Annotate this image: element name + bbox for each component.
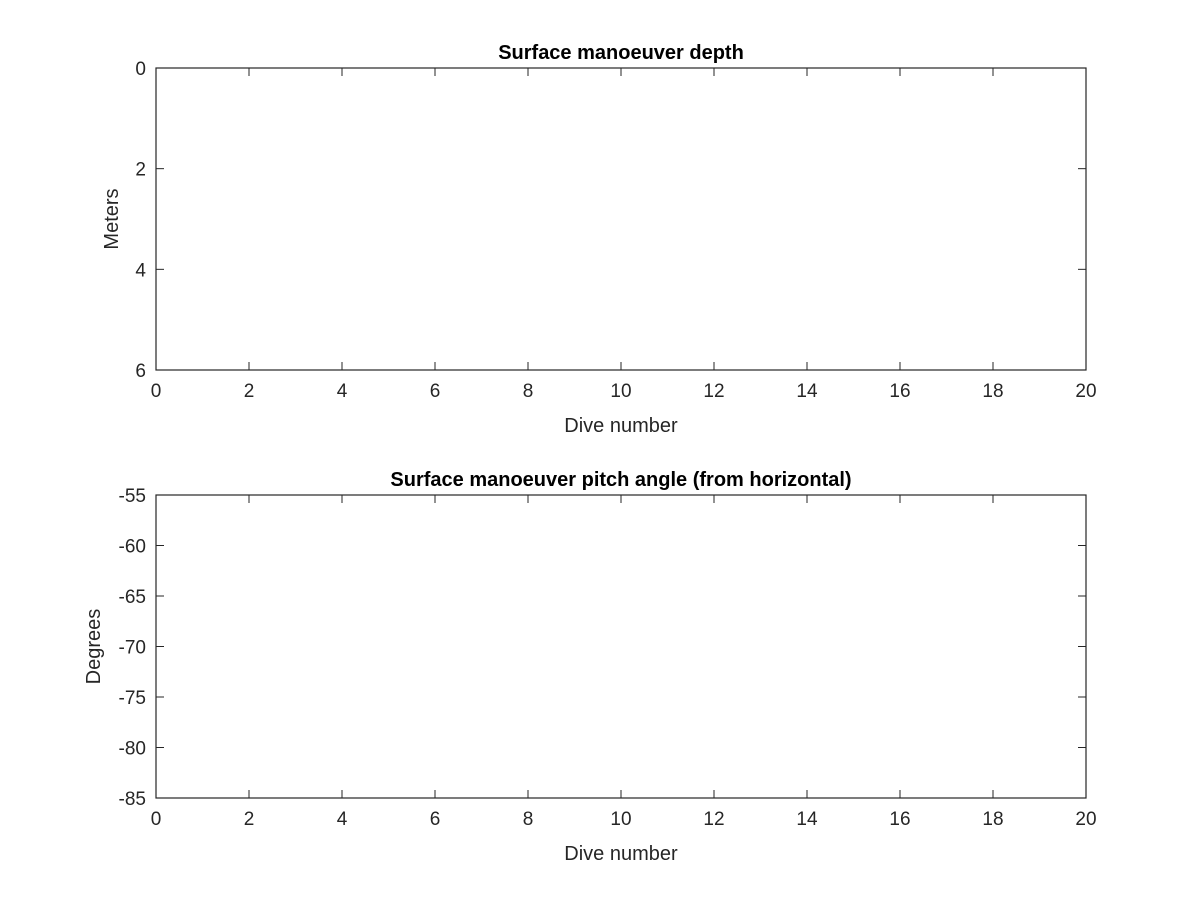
x-tick-label: 18 [982,381,1003,402]
axes-box [155,494,1087,799]
x-tick-label: 2 [244,381,255,402]
x-tick-label: 0 [151,381,162,402]
x-tick-label: 8 [523,381,534,402]
x-tick-label: 10 [610,381,631,402]
x-tick-label: 4 [337,809,348,830]
x-tick-label: 12 [703,381,724,402]
y-tick-label: 6 [135,361,146,382]
y-tick-label: -70 [119,638,146,659]
x-tick-label: 8 [523,809,534,830]
x-tick-label: 20 [1075,809,1096,830]
y-axis-label: Degrees [83,609,105,685]
chart-title: Surface manoeuver depth [498,42,744,64]
y-tick-label: -60 [119,537,146,558]
x-tick-label: 2 [244,809,255,830]
x-tick-label: 14 [796,809,818,830]
pitch-subplot: 0 2 4 6 8 10 12 14 16 18 20 -55 -60 -65 -70 -75 -80 -85 Su… [83,469,1097,865]
y-tick-label: 0 [135,59,146,80]
chart-title: Surface manoeuver pitch angle (from hori… [390,469,851,491]
y-tick-label: -55 [119,486,146,507]
x-tick-label: 4 [337,381,348,402]
x-tick-label: 16 [889,809,910,830]
x-axis-label: Dive number [564,415,678,437]
axes-box [155,67,1087,371]
y-tick-label: -80 [119,739,146,760]
y-tick-label: -65 [119,587,146,608]
x-tick-label: 12 [703,809,724,830]
x-tick-label: 6 [430,381,441,402]
x-tick-label: 18 [982,809,1003,830]
x-axis-label: Dive number [564,843,678,865]
x-tick-label: 14 [796,381,818,402]
y-tick-label: -75 [119,688,146,709]
y-tick-label: 4 [135,260,146,281]
x-tick-label: 20 [1075,381,1096,402]
y-axis-label: Meters [101,188,123,249]
x-tick-label: 16 [889,381,910,402]
x-tick-label: 6 [430,809,441,830]
x-tick-label: 10 [610,809,631,830]
x-tick-label: 0 [151,809,162,830]
y-tick-label: 2 [135,160,146,181]
depth-subplot: 0 2 4 6 8 10 12 14 16 18 20 0 2 4 6 Surface manoeuver d… [101,42,1097,437]
y-tick-label: -85 [119,789,146,810]
